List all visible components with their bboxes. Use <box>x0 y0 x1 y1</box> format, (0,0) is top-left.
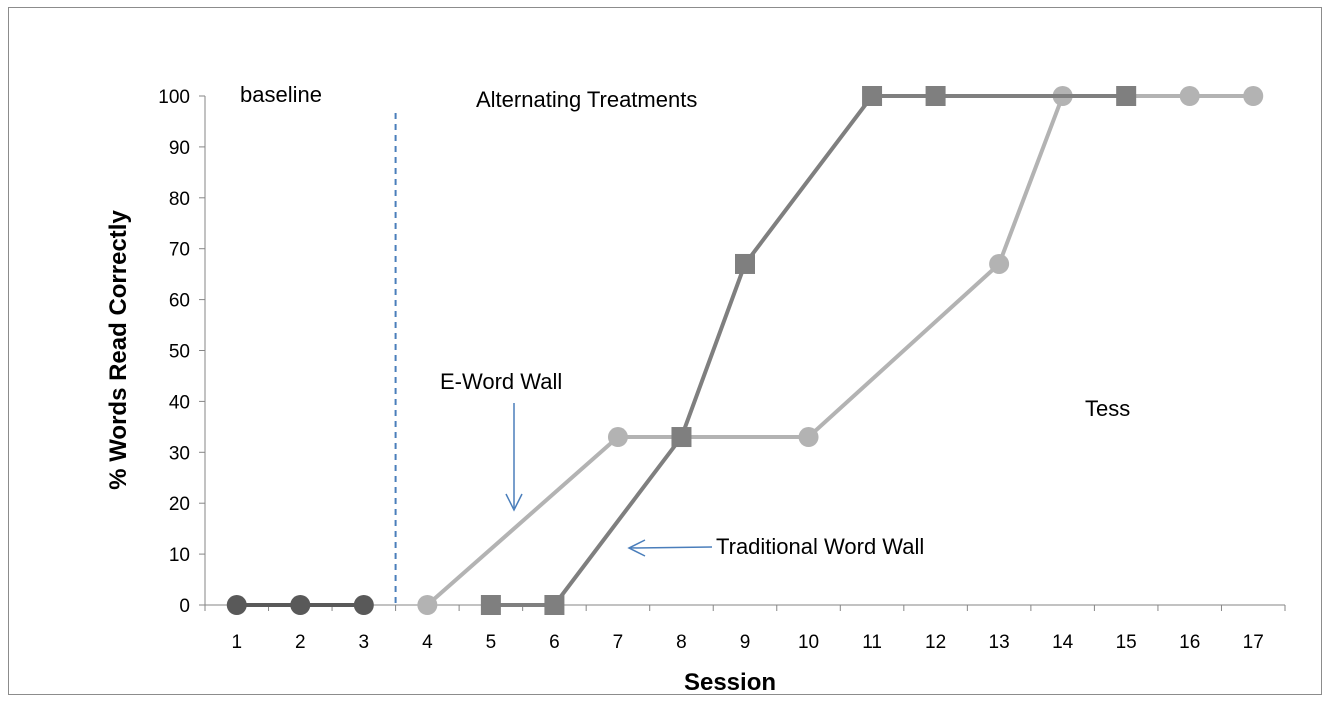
e-word-wall-label: E-Word Wall <box>440 369 562 394</box>
series-line <box>426 94 1254 607</box>
axes <box>199 95 1286 611</box>
data-point-circle <box>417 595 438 615</box>
traditional-arrow-shaft <box>629 546 713 549</box>
x-tick-label: 2 <box>295 632 306 653</box>
data-point-circle <box>1179 86 1200 106</box>
series-traditional-word-wall <box>480 86 1137 615</box>
x-tick-label: 17 <box>1243 632 1264 653</box>
data-point-circle <box>607 427 628 448</box>
y-tick-label: 100 <box>158 87 190 108</box>
y-tick-label: 0 <box>179 596 190 617</box>
data-point-square <box>925 86 946 106</box>
x-axis-title: Session <box>684 669 776 696</box>
data-point-square <box>671 427 692 448</box>
annotation-labels: baseline Alternating Treatments E-Word W… <box>240 82 1130 559</box>
y-tick-label: 70 <box>169 240 190 261</box>
x-tick-label: 10 <box>798 632 819 653</box>
x-tick-label: 13 <box>989 632 1010 653</box>
x-tick-label: 9 <box>740 632 751 653</box>
traditional-arrow-head <box>627 539 646 557</box>
data-point-circle <box>989 253 1010 274</box>
y-tick-label: 60 <box>169 291 190 312</box>
y-axis-title: % Words Read Correctly <box>105 210 132 490</box>
e-word-wall-arrow-head <box>505 493 523 512</box>
y-tick-label: 20 <box>169 494 190 515</box>
baseline-label: baseline <box>240 82 322 107</box>
data-point-square <box>1116 86 1137 106</box>
x-tick-label: 7 <box>613 632 624 653</box>
chart-frame <box>8 7 1322 695</box>
participant-label: Tess <box>1085 396 1130 421</box>
x-tick-label: 16 <box>1179 632 1200 653</box>
data-point-square <box>480 595 501 615</box>
x-tick-label: 3 <box>359 632 370 653</box>
data-point-circle <box>353 595 374 615</box>
x-tick-label: 8 <box>676 632 687 653</box>
x-tick-label: 11 <box>862 632 882 653</box>
x-tick-label: 1 <box>231 632 242 653</box>
alternating-treatments-label: Alternating Treatments <box>476 87 697 112</box>
data-point-square <box>544 595 565 615</box>
data-point-circle <box>226 595 247 615</box>
series-e-word-wall <box>417 86 1264 615</box>
x-tick-label: 5 <box>486 632 497 653</box>
x-tick-label: 12 <box>925 632 946 653</box>
data-point-circle <box>290 595 311 615</box>
y-tick-label: 50 <box>169 342 190 363</box>
data-point-circle <box>1243 86 1264 106</box>
y-tick-label: 40 <box>169 392 190 413</box>
annotation-arrows <box>505 403 713 557</box>
y-tick-label: 90 <box>169 138 190 159</box>
y-tick-label: 10 <box>169 545 190 566</box>
y-tick-label: 80 <box>169 189 190 210</box>
data-series <box>226 86 1264 615</box>
series-baseline <box>226 595 374 615</box>
traditional-word-wall-label: Traditional Word Wall <box>716 534 924 559</box>
x-tick-label: 15 <box>1116 632 1137 653</box>
data-point-square <box>862 86 883 106</box>
data-point-circle <box>798 427 819 448</box>
x-tick-label: 6 <box>549 632 560 653</box>
data-point-square <box>735 253 755 274</box>
series-line <box>490 94 1127 607</box>
x-tick-label: 4 <box>422 632 433 653</box>
x-tick-label: 14 <box>1052 632 1074 653</box>
y-tick-label: 30 <box>169 443 190 464</box>
